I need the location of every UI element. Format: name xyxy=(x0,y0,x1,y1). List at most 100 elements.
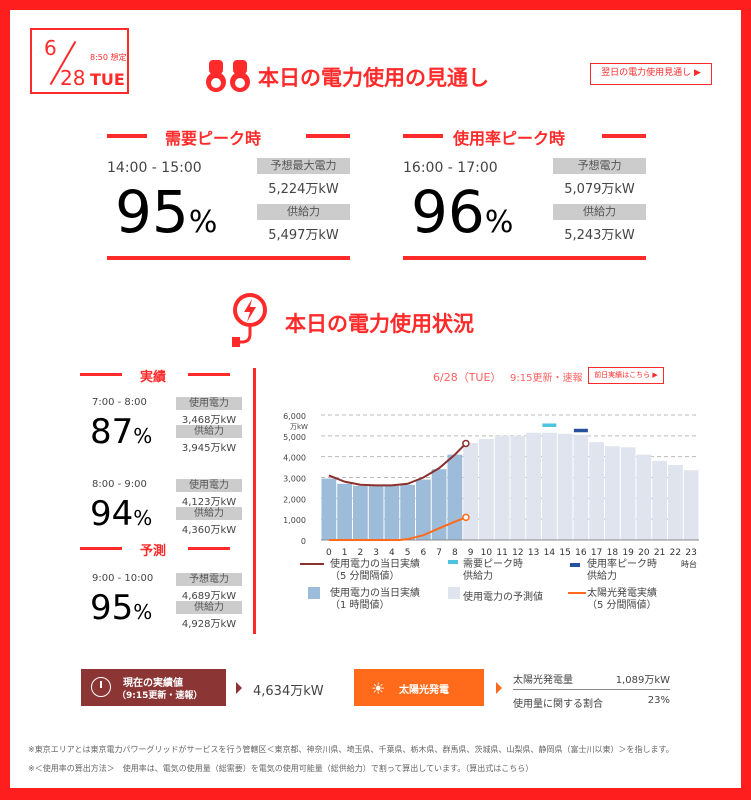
bar xyxy=(573,434,589,540)
y-tick-label: 1,000 xyxy=(283,516,306,525)
y-tick-label: 3,000 xyxy=(283,475,306,484)
y-tick-label: 4,000 xyxy=(283,454,306,463)
label: 供給力 xyxy=(176,601,242,614)
legend-text: 使用電力の予測値 xyxy=(463,592,543,603)
legend-text: 使用電力の当日実績 xyxy=(330,588,420,599)
legend-text: 供給力 xyxy=(587,571,617,582)
bar xyxy=(416,479,431,540)
date-weekday: TUE xyxy=(90,70,125,89)
bar xyxy=(668,465,683,540)
legend-usage-peak-icon xyxy=(570,563,580,567)
x-tick-label: 16 xyxy=(575,548,587,558)
label: 使用電力 xyxy=(176,397,242,410)
clock-icon xyxy=(91,677,111,697)
value: 4,928万kW xyxy=(181,619,237,630)
power-plug-icon xyxy=(232,292,268,350)
solar-ratio-value: 23% xyxy=(647,695,670,706)
solar-amount-label: 太陽光発電量 xyxy=(513,675,573,686)
value: 5,243万kW xyxy=(564,228,635,243)
current-label: 現在の実績値 xyxy=(123,678,183,689)
label: 供給力 xyxy=(257,204,350,220)
x-tick-label: 12 xyxy=(512,548,523,558)
legend-text: 使用電力の当日実績 xyxy=(330,559,420,570)
x-tick-label: 11 xyxy=(496,548,507,558)
arrow-icon xyxy=(496,682,502,694)
value: 3,945万kW xyxy=(181,443,237,454)
demand-peak-label: 需要ピーク時 xyxy=(165,129,262,148)
bar xyxy=(368,485,384,540)
usage-peak-label: 使用率ピーク時 xyxy=(453,129,566,148)
row-rate: 95% xyxy=(90,588,153,628)
label: 予想最大電力 xyxy=(257,158,350,174)
bar xyxy=(589,442,604,540)
legend-text: （5 分間隔値） xyxy=(330,571,400,582)
x-tick-label: 18 xyxy=(607,548,619,558)
series-line xyxy=(328,442,467,487)
outlook-title: 本日の電力使用の見通し xyxy=(258,66,489,90)
chart-legend: 使用電力の当日実績 （5 分間隔値） 需要ピーク時 供給力 使用率ピーク時 供給… xyxy=(300,555,700,615)
bar xyxy=(463,443,478,540)
x-tick-label: 6 xyxy=(421,548,427,558)
bar xyxy=(431,469,447,540)
x-tick-label: 7 xyxy=(436,548,442,558)
chart-update: 9:15更新・速報 xyxy=(510,373,583,384)
value: 5,497万kW xyxy=(268,228,339,243)
usage-peak-time: 16:00 - 17:00 xyxy=(403,160,498,176)
solar-amount-value: 1,089万kW xyxy=(615,675,670,686)
solar-ratio-label: 使用量に関する割合 xyxy=(513,699,603,710)
date-box: 6 28 TUE 8:50 想定 xyxy=(30,28,129,94)
binoculars-icon xyxy=(205,60,251,94)
legend-solar-icon xyxy=(568,592,586,594)
value: 5,224万kW xyxy=(268,182,339,197)
y-tick-label: 5,000 xyxy=(283,433,306,442)
bar xyxy=(353,485,368,540)
peak-supply-marker xyxy=(542,423,557,427)
prev-day-link[interactable]: 前日実績はこちら ▶ xyxy=(588,367,664,384)
legend-bar-actual-icon xyxy=(308,587,320,599)
arrow-icon xyxy=(236,682,242,694)
row-rate: 94% xyxy=(90,494,153,534)
label: 予想電力 xyxy=(553,158,646,174)
y-axis-unit: 万kW xyxy=(290,423,308,431)
series-line xyxy=(328,516,467,541)
bar xyxy=(494,435,510,540)
label: 供給力 xyxy=(176,425,242,438)
bar xyxy=(683,470,699,540)
y-tick-label: 0 xyxy=(301,537,306,546)
bar xyxy=(636,454,652,540)
note-calculation[interactable]: ※＜使用率の算出方法＞ 使用率は、電気の使用量（総需要）を電気の使用可能量（総供… xyxy=(28,764,534,773)
current-value-badge: 現在の実績値 （9:15更新・速報） xyxy=(81,669,226,706)
y-tick-label: 2,000 xyxy=(283,495,306,504)
demand-peak-panel: 需要ピーク時 14:00 - 15:00 95% 予想最大電力 5,224万kW… xyxy=(107,120,350,265)
next-day-link[interactable]: 翌日の電力使用見通し ▶ xyxy=(590,63,712,85)
bar xyxy=(557,433,573,540)
value: 5,079万kW xyxy=(564,182,635,197)
legend-line-actual-icon xyxy=(300,563,324,565)
x-tick-label: 10 xyxy=(481,548,493,558)
x-tick-label: 13 xyxy=(528,548,539,558)
x-tick-label: 15 xyxy=(559,548,570,558)
chart-date: 6/28（TUE） xyxy=(433,371,502,384)
forecast-label: 予測 xyxy=(140,544,167,559)
result-row: 8:00 - 9:00 94% 使用電力 4,123万kW 供給力 4,360万… xyxy=(80,474,250,554)
label: 供給力 xyxy=(176,507,242,520)
bar xyxy=(542,432,557,540)
value: 3,468万kW xyxy=(181,415,237,426)
value: 4,123万kW xyxy=(181,497,237,508)
result-row: 9:00 - 10:00 95% 予想電力 4,689万kW 供給力 4,928… xyxy=(80,568,250,648)
row-time: 9:00 - 10:00 xyxy=(92,573,154,584)
x-tick-label: 22 xyxy=(670,548,681,558)
bar xyxy=(400,484,415,540)
bar xyxy=(337,483,352,540)
date-note: 8:50 想定 xyxy=(90,53,127,62)
demand-peak-time: 14:00 - 15:00 xyxy=(107,160,202,176)
x-tick-label: 0 xyxy=(326,548,332,558)
bar xyxy=(605,446,620,540)
status-title: 本日の電力使用状況 xyxy=(285,312,474,336)
label: 使用電力 xyxy=(176,479,242,492)
bar xyxy=(526,432,541,540)
x-tick-label: 19 xyxy=(622,548,634,558)
results-panel: 実績 予測 7:00 - 8:00 87% 使用電力 3,468万kW 供給力 … xyxy=(80,366,250,636)
legend-text: （5 分間隔値） xyxy=(587,600,657,611)
